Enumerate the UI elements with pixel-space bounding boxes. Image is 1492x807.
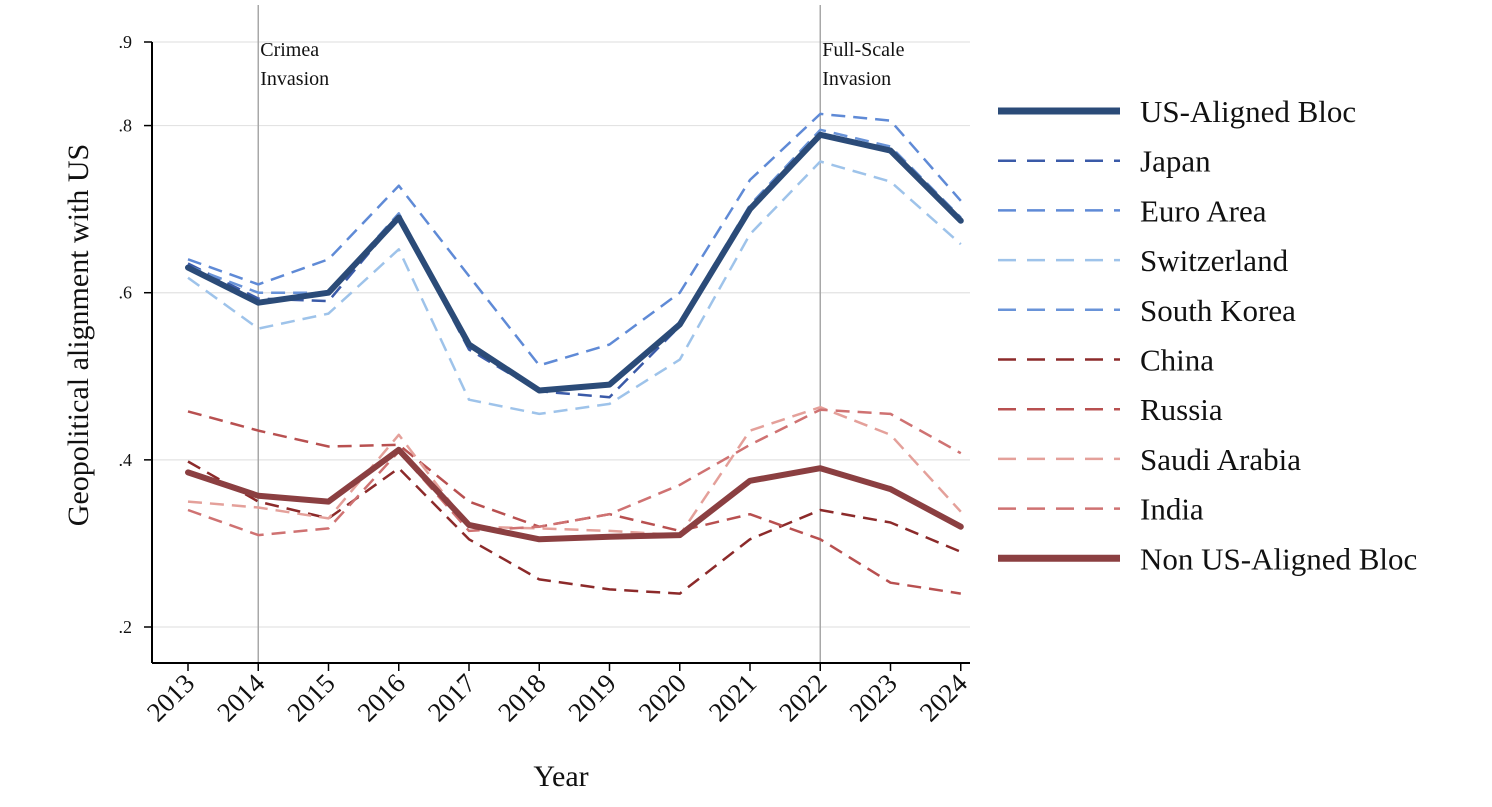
event-markers — [257, 5, 821, 663]
series-line-non-us-aligned-bloc — [185, 446, 964, 543]
x-tick-label: 2019 — [562, 668, 621, 727]
series-line-saudi-arabia — [187, 405, 962, 537]
grid-layer — [152, 41, 970, 628]
legend-item: Russia — [998, 392, 1223, 427]
legend-item: Japan — [998, 144, 1211, 179]
x-tick-label: 2016 — [352, 668, 411, 727]
series-lines — [185, 112, 964, 595]
series-line-euro-area — [187, 112, 962, 367]
x-tick-label: 2017 — [422, 668, 481, 727]
annotations: Crimea Invasion Full-Scale Invasion — [260, 39, 904, 90]
legend-item: Saudi Arabia — [998, 442, 1301, 477]
x-axis-title: Year — [533, 760, 588, 793]
x-tick-label: 2014 — [211, 668, 271, 728]
x-tick-label: 2020 — [633, 668, 692, 727]
series-line-india — [187, 408, 962, 537]
legend-label: Euro Area — [1140, 193, 1267, 228]
series-line-us-aligned-bloc — [185, 131, 964, 394]
x-tick-label: 2022 — [773, 668, 832, 727]
y-tick-label: .9 — [119, 32, 133, 52]
y-tick-label: .4 — [119, 450, 133, 470]
legend-label: Non US-Aligned Bloc — [1140, 541, 1417, 576]
legend: US-Aligned Bloc Japan Euro Area Switzerland… — [998, 94, 1417, 576]
x-tick-label: 2023 — [843, 668, 902, 727]
legend-label: South Korea — [1140, 293, 1296, 328]
legend-item: India — [998, 492, 1204, 527]
series-line-switzerland — [187, 160, 962, 416]
event-annotation: Crimea — [260, 39, 319, 61]
legend-item: South Korea — [998, 293, 1296, 328]
event-annotation: Invasion — [822, 68, 891, 90]
x-tick-label: 2024 — [914, 668, 974, 728]
event-annotation: Invasion — [260, 68, 329, 90]
x-tick-label: 2018 — [492, 668, 551, 727]
legend-label: China — [1140, 343, 1214, 378]
y-tick-label: .8 — [119, 116, 133, 136]
legend-item: Non US-Aligned Bloc — [998, 541, 1417, 576]
series-line-japan — [187, 132, 962, 399]
x-tick-label: 2021 — [703, 668, 762, 727]
series-line-china — [187, 460, 962, 595]
legend-label: Saudi Arabia — [1140, 442, 1301, 477]
legend-label: Switzerland — [1140, 243, 1289, 278]
legend-label: US-Aligned Bloc — [1140, 94, 1356, 129]
x-tick-label: 2015 — [281, 668, 340, 727]
legend-label: Japan — [1140, 144, 1211, 179]
event-annotation: Full-Scale — [822, 39, 904, 61]
x-ticks: 2013 2014 2015 2016 2017 2018 2019 2020 2021 2022… — [141, 663, 974, 728]
x-tick-label: 2013 — [141, 668, 200, 727]
legend-label: India — [1140, 492, 1204, 527]
legend-item: Switzerland — [998, 243, 1289, 278]
y-axis-title: Geopolitical alignment with US — [62, 144, 95, 526]
legend-item: China — [998, 343, 1214, 378]
y-tick-label: .2 — [119, 617, 133, 637]
legend-label: Russia — [1140, 392, 1223, 427]
legend-item: US-Aligned Bloc — [998, 94, 1356, 129]
legend-item: Euro Area — [998, 193, 1267, 228]
axes — [151, 42, 970, 664]
y-tick-label: .6 — [119, 283, 133, 303]
y-ticks: .2 .4 .6 .8 .9 — [119, 32, 152, 637]
series-line-south-korea — [187, 128, 962, 392]
series-line-russia — [187, 410, 961, 595]
